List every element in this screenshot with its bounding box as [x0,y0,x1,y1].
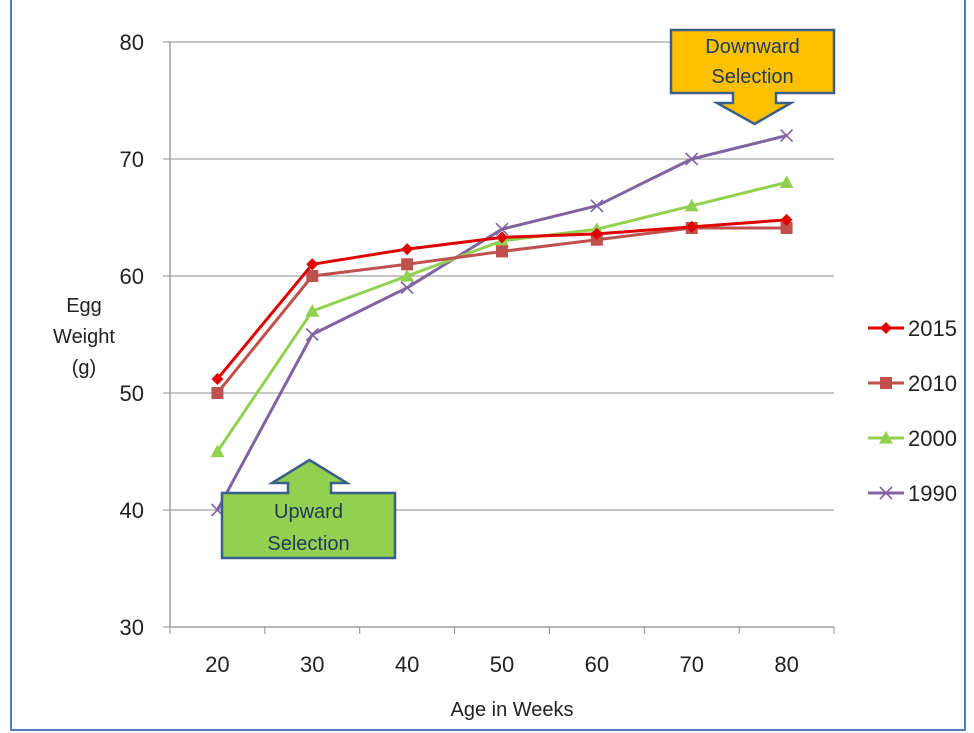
series-1990 [210,129,794,517]
legend-item-1990: 1990 [868,481,957,506]
x-tick-label: 60 [585,652,609,677]
data-point-2010-50 [496,245,508,258]
y-axis-title-line: (g) [72,357,96,379]
y-axis-title: Egg Weight (g) [53,295,115,379]
legend-swatch-marker [879,486,893,500]
series-group [210,129,794,517]
data-point-2010-80 [780,222,793,235]
data-point-2015-70 [685,220,698,233]
x-tick-label: 20 [205,652,229,677]
data-point-2000-20 [210,444,225,458]
legend-swatch-marker [879,431,893,444]
legend: 2015 2010 2000 1990 [868,316,957,506]
legend-label: 2000 [908,426,957,451]
legend-label: 2015 [908,316,957,341]
data-point-1990-60 [590,199,604,213]
legend-swatch-marker [880,322,892,334]
x-marker-stroke [495,222,509,236]
data-point-2000-30 [305,304,320,317]
data-point-2015-30 [306,258,319,271]
data-point-1990-50 [495,222,509,236]
data-point-2010-40 [401,258,414,271]
legend-item-2010: 2010 [868,371,957,396]
y-axis-title-line: Weight [53,326,115,348]
tick-labels: 30 40 50 60 70 80 20 30 40 50 60 70 80 [120,30,799,677]
callout-text-line: Upward [274,501,343,523]
data-point-2015-20 [211,372,224,385]
axes [163,41,835,634]
callout-text-line: Selection [711,66,793,88]
data-point-1990-40 [400,281,414,295]
x-marker-stroke [305,327,319,342]
y-tick-label: 30 [120,615,144,640]
x-marker-stroke [400,281,414,295]
series-2015 [211,213,793,385]
data-point-2015-50 [496,231,508,244]
callout-shape [220,458,397,560]
data-point-2000-70 [684,198,699,212]
data-point-2000-80 [779,175,794,188]
series-line-2000 [216,180,787,453]
chart-frame [10,0,966,731]
x-axis-title: Age in Weeks [450,699,573,721]
y-tick-label: 60 [120,264,144,289]
data-point-2015-80 [780,213,793,226]
x-marker-stroke [685,152,699,166]
legend-item-2015: 2015 [868,316,957,341]
data-point-2015-60 [590,227,603,240]
y-axis-title-line: Egg [66,295,102,317]
y-tick-label: 40 [120,498,144,523]
data-point-2010-20 [211,387,224,399]
x-tick-label: 70 [679,652,703,677]
x-marker-stroke [879,486,893,500]
callout-text-line: Selection [267,533,349,555]
y-tick-label: 70 [120,147,144,172]
data-point-1990-30 [305,327,319,342]
callout-downward: Downward Selection [669,28,836,126]
data-point-2010-30 [306,270,319,282]
callout-shape [669,28,836,126]
legend-swatch-marker [880,377,892,389]
x-tick-label: 40 [395,652,419,677]
series-2010 [211,222,793,399]
legend-item-2000: 2000 [868,426,957,451]
x-marker-stroke [780,129,794,143]
x-marker-stroke [590,199,604,213]
data-point-1990-80 [780,129,794,143]
data-point-2000-40 [400,269,415,282]
data-point-1990-70 [685,152,699,166]
data-point-2015-40 [401,243,414,256]
series-2000 [210,175,794,458]
x-tick-label: 30 [300,652,324,677]
y-tick-label: 50 [120,381,144,406]
callout-text-line: Downward [705,36,799,58]
y-tick-label: 80 [120,30,144,55]
x-tick-label: 50 [490,652,514,677]
annotations: Downward Selection Upward Selection [220,28,836,560]
x-tick-label: 80 [774,652,798,677]
callout-upward: Upward Selection [220,458,397,560]
legend-label: 1990 [908,481,957,506]
legend-label: 2010 [908,371,957,396]
